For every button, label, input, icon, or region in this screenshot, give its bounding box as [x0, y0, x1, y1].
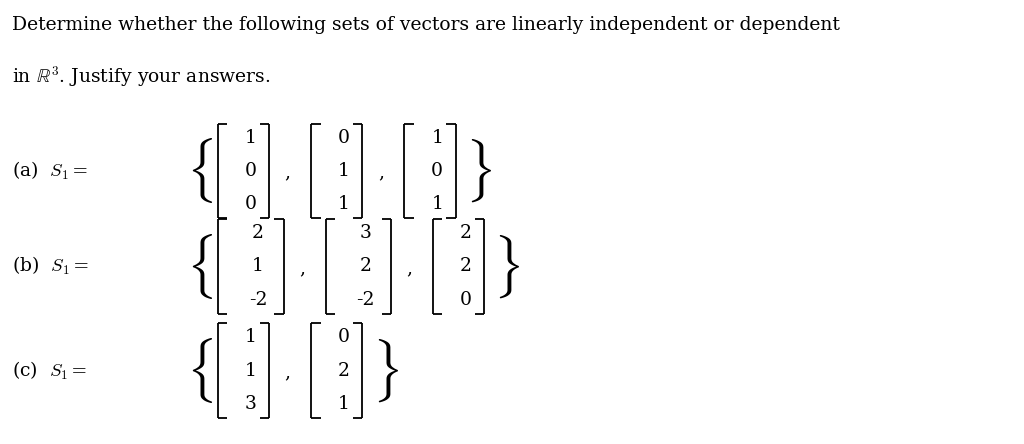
Text: ,: ,: [378, 163, 384, 182]
Text: Determine whether the following sets of vectors are linearly independent or depe: Determine whether the following sets of …: [12, 16, 840, 34]
Text: -2: -2: [249, 291, 267, 309]
Text: 1: 1: [431, 195, 443, 213]
Text: 0: 0: [245, 195, 257, 213]
Text: 1: 1: [338, 162, 350, 180]
Text: 2: 2: [359, 258, 372, 275]
Text: $\}$: $\}$: [372, 337, 398, 404]
Text: ,: ,: [285, 163, 291, 182]
Text: $\{$: $\{$: [186, 336, 213, 405]
Text: 2: 2: [460, 258, 472, 275]
Text: 1: 1: [431, 129, 443, 147]
Text: 0: 0: [245, 162, 257, 180]
Text: 0: 0: [431, 162, 443, 180]
Text: ,: ,: [407, 259, 413, 277]
Text: -2: -2: [356, 291, 375, 309]
Text: (c)  $S_1 = $: (c) $S_1 = $: [12, 360, 87, 382]
Text: (b)  $S_1 = $: (b) $S_1 = $: [12, 255, 89, 278]
Text: 0: 0: [460, 291, 472, 309]
Text: 3: 3: [245, 395, 257, 413]
Text: ,: ,: [285, 363, 291, 381]
Text: 1: 1: [245, 362, 257, 380]
Text: $\}$: $\}$: [465, 138, 492, 204]
Text: 2: 2: [252, 224, 264, 242]
Text: (a)  $S_1 = $: (a) $S_1 = $: [12, 160, 88, 182]
Text: 0: 0: [338, 129, 350, 147]
Text: 1: 1: [338, 395, 350, 413]
Text: 1: 1: [245, 329, 257, 346]
Text: $\{$: $\{$: [186, 232, 213, 301]
Text: ,: ,: [299, 259, 305, 277]
Text: 1: 1: [252, 258, 264, 275]
Text: 0: 0: [338, 329, 350, 346]
Text: $\{$: $\{$: [186, 136, 213, 206]
Text: in $\mathbb{R}^3$. Justify your answers.: in $\mathbb{R}^3$. Justify your answers.: [12, 64, 271, 89]
Text: 2: 2: [338, 362, 350, 380]
Text: 1: 1: [338, 195, 350, 213]
Text: 3: 3: [359, 224, 372, 242]
Text: $\}$: $\}$: [494, 233, 520, 300]
Text: 1: 1: [245, 129, 257, 147]
Text: 2: 2: [460, 224, 472, 242]
